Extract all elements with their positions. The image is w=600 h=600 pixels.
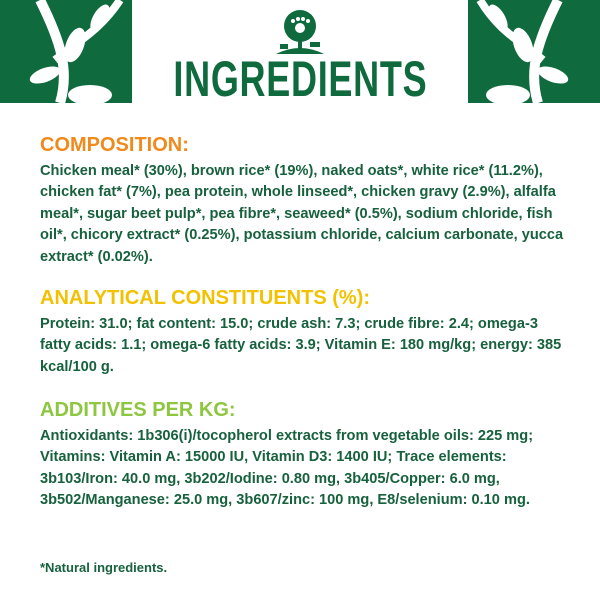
composition-section: COMPOSITION: Chicken meal* (30%), brown … xyxy=(40,133,570,268)
additives-section: ADDITIVES PER KG: Antioxidants: 1b306(i)… xyxy=(40,398,570,512)
leaf-decoration-right xyxy=(468,0,600,103)
analytical-heading: ANALYTICAL CONSTITUENTS (%): xyxy=(40,287,370,309)
additives-text: Antioxidants: 1b306(i)/tocopherol extrac… xyxy=(40,428,534,509)
composition-text: Chicken meal* (30%), brown rice* (19%), … xyxy=(40,163,564,265)
footnote: *Natural ingredients. xyxy=(40,560,168,575)
composition-heading: COMPOSITION: xyxy=(40,134,189,156)
page-title: INGREDIENTS xyxy=(0,54,600,104)
analytical-section: ANALYTICAL CONSTITUENTS (%): Protein: 31… xyxy=(40,286,570,378)
tree-paw-logo xyxy=(272,8,328,58)
page-title-text: INGREDIENTS xyxy=(173,51,427,107)
leaf-decoration-left xyxy=(0,0,132,103)
additives-heading: ADDITIVES PER KG: xyxy=(40,399,236,421)
analytical-text: Protein: 31.0; fat content: 15.0; crude … xyxy=(40,316,562,375)
